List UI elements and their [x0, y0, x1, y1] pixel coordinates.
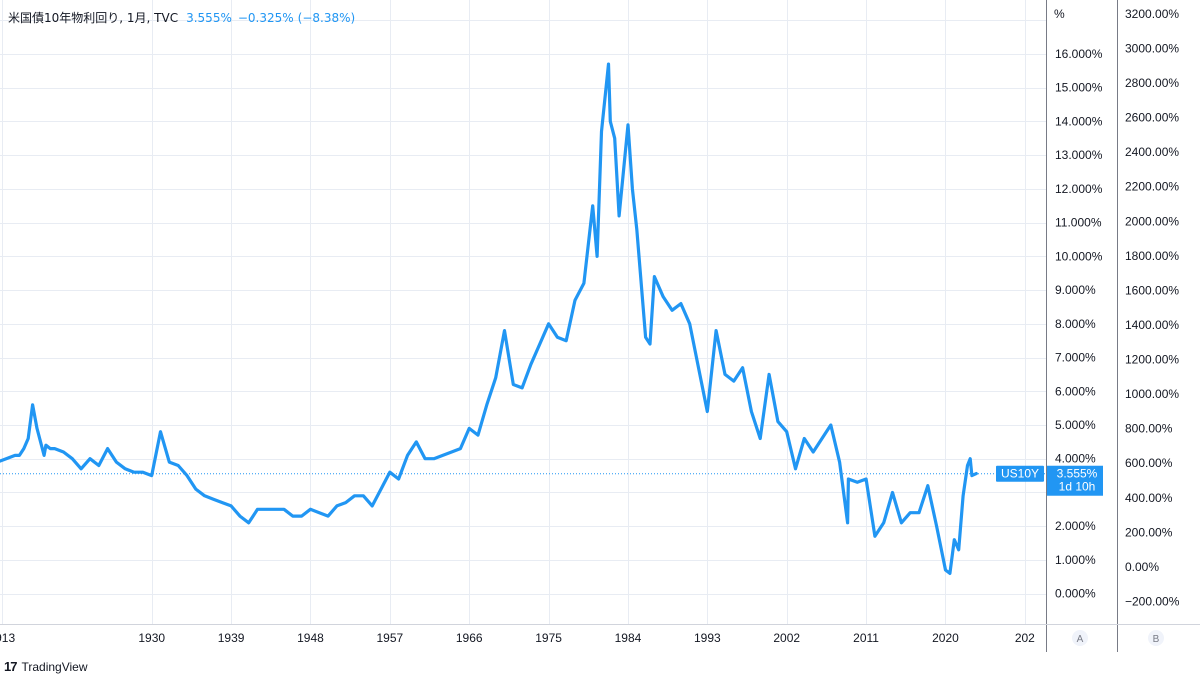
axis-b-button[interactable]: B [1148, 630, 1164, 646]
y-tick-label-b: 3000.00% [1125, 41, 1179, 55]
y-tick-label-a: 0.000% [1055, 587, 1096, 601]
legend-change: −0.325% [237, 11, 294, 25]
y-tick-label-b: 2800.00% [1125, 76, 1179, 90]
y-tick-label-b: 1000.00% [1125, 387, 1179, 401]
y-tick-label-b: 600.00% [1125, 456, 1173, 470]
axis-b-button-label: B [1153, 634, 1160, 645]
x-tick-label: 1957 [376, 631, 403, 645]
y-tick-label-b: 1400.00% [1125, 318, 1179, 332]
x-tick-label: 1948 [297, 631, 324, 645]
axis-a-button-label: A [1077, 634, 1084, 645]
axis-borders [0, 0, 1200, 652]
price-axis-unit: % [1054, 7, 1065, 21]
x-tick-label: 1930 [138, 631, 165, 645]
y-tick-label-a: 9.000% [1055, 283, 1096, 297]
y-tick-label-b: 2400.00% [1125, 145, 1179, 159]
x-tick-label: 1939 [218, 631, 245, 645]
y-tick-label-b: 400.00% [1125, 491, 1173, 505]
y-tick-label-b: 800.00% [1125, 422, 1173, 436]
legend-symbol: 米国債10年物利回り, 1月, TVC [8, 11, 179, 25]
y-tick-label-b: 1200.00% [1125, 353, 1179, 367]
tradingview-logo-icon: 17 [4, 659, 18, 674]
axis-a-button[interactable]: A [1072, 630, 1088, 646]
y-tick-label-b: 200.00% [1125, 525, 1173, 539]
y-tick-label-b: 1600.00% [1125, 283, 1179, 297]
tradingview-brand[interactable]: 17 TradingView [4, 659, 88, 674]
y-tick-label-a: 12.000% [1055, 182, 1103, 196]
gridlines [0, 0, 1046, 624]
x-tick-label: 1993 [694, 631, 721, 645]
y-tick-label-a: 16.000% [1055, 47, 1103, 61]
y-tick-label-a: 14.000% [1055, 114, 1103, 128]
y-tick-label-a: 5.000% [1055, 418, 1096, 432]
time-axis[interactable]: 1913 1930 1939 1948 1957 1966 1975 1984 1993 2002… [0, 631, 1035, 645]
y-tick-label-b: 2600.00% [1125, 111, 1179, 125]
price-tag-countdown: 1d 10h [1059, 480, 1096, 494]
y-tick-label-b: 0.00% [1125, 560, 1159, 574]
price-tag-symbol-bg [996, 465, 1044, 482]
x-tick-label: 202 [1015, 631, 1035, 645]
y-tick-label-a: 6.000% [1055, 384, 1096, 398]
y-tick-label-a: 4.000% [1055, 452, 1096, 466]
y-tick-label-a: 13.000% [1055, 148, 1103, 162]
x-tick-label: 2020 [932, 631, 959, 645]
x-tick-label: 1966 [456, 631, 483, 645]
x-tick-label: 2011 [853, 631, 879, 645]
legend-change-pct: (−8.38%) [297, 11, 356, 25]
price-axis-b[interactable]: 3200.00% 3000.00% 2800.00% 2600.00% 2400.00%… [1125, 7, 1180, 609]
brand-name: TradingView [21, 659, 88, 674]
y-tick-label-a: 2.000% [1055, 519, 1096, 533]
price-tag: US10Y 3.555% 1d 10h [996, 465, 1103, 496]
y-tick-label-a: 10.000% [1055, 249, 1103, 263]
y-tick-label-b: −200.00% [1125, 595, 1180, 609]
legend-value: 3.555% [186, 11, 232, 25]
y-tick-label-b: 3200.00% [1125, 7, 1179, 21]
price-tag-value: 3.555% [1057, 467, 1098, 481]
y-tick-label-a: 8.000% [1055, 317, 1096, 331]
y-tick-label-a: 1.000% [1055, 553, 1096, 567]
y-tick-label-a: 7.000% [1055, 351, 1096, 365]
y-tick-label-a: 15.000% [1055, 81, 1103, 95]
x-tick-label: 1984 [615, 631, 642, 645]
series-line-us10y[interactable] [0, 62, 978, 575]
y-tick-label-b: 2200.00% [1125, 180, 1179, 194]
price-axis-a[interactable]: 16.000% 15.000% 14.000% 13.000% 12.000% 11.00… [1055, 47, 1103, 601]
x-tick-label: 1975 [535, 631, 562, 645]
y-tick-label-a: 11.000% [1055, 216, 1102, 230]
y-tick-label-b: 1800.00% [1125, 249, 1179, 263]
price-tag-symbol: US10Y [1001, 467, 1039, 481]
y-tick-label-b: 2000.00% [1125, 214, 1179, 228]
legend[interactable]: 米国債10年物利回り, 1月, TVC 3.555% −0.325% (−8.38%) [8, 9, 355, 26]
price-tag-value-bg [1047, 465, 1103, 496]
x-tick-label: 2002 [773, 631, 800, 645]
x-tick-label: 1913 [0, 631, 15, 645]
